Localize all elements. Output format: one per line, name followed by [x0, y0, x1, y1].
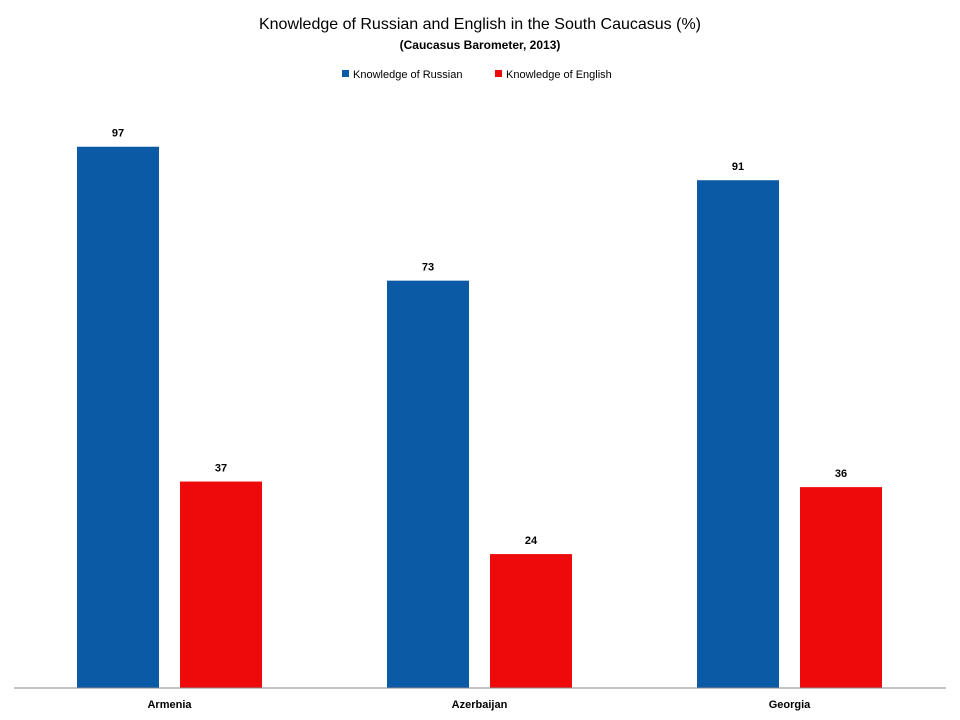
legend: Knowledge of Russian Knowledge of Englis…: [342, 69, 612, 81]
data-label-georgia-knowledge-of-russian: 91: [732, 161, 744, 173]
x-tick-label-georgia: Georgia: [769, 699, 811, 711]
legend-label-knowledge-of-english: Knowledge of English: [506, 69, 612, 81]
data-label-azerbaijan-knowledge-of-russian: 73: [422, 262, 434, 274]
bar-georgia-knowledge-of-russian: [697, 180, 779, 688]
chart-title: Knowledge of Russian and English in the …: [259, 16, 701, 33]
chart-subtitle: (Caucasus Barometer, 2013): [400, 38, 561, 52]
x-axis-tick-labels: Armenia Azerbaijan Georgia: [147, 699, 811, 711]
legend-swatch-knowledge-of-russian: [342, 70, 349, 77]
data-label-armenia-knowledge-of-english: 37: [215, 463, 227, 475]
bar-azerbaijan-knowledge-of-russian: [387, 280, 469, 688]
legend-label-knowledge-of-russian: Knowledge of Russian: [353, 69, 462, 81]
bar-armenia-knowledge-of-russian: [77, 146, 159, 689]
x-tick-label-armenia: Armenia: [147, 699, 192, 711]
legend-swatch-knowledge-of-english: [495, 70, 502, 77]
data-label-azerbaijan-knowledge-of-english: 24: [525, 535, 538, 547]
bars: [77, 146, 882, 689]
data-label-armenia-knowledge-of-russian: 97: [112, 128, 124, 140]
bar-armenia-knowledge-of-english: [180, 481, 262, 688]
x-tick-label-azerbaijan: Azerbaijan: [452, 699, 508, 711]
bar-azerbaijan-knowledge-of-english: [490, 554, 572, 688]
bar-georgia-knowledge-of-english: [800, 487, 882, 688]
data-labels: 97 37 73 24 91 36: [112, 128, 847, 547]
data-label-georgia-knowledge-of-english: 36: [835, 468, 847, 480]
